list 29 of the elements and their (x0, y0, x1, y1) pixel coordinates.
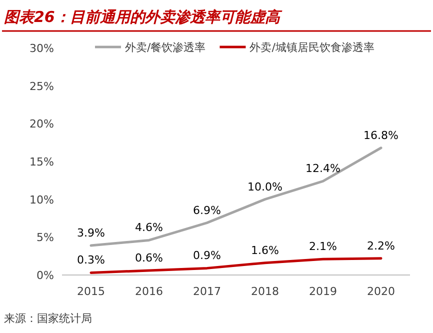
title: 图表26：目前通用的外卖渗透率可能虚高 (4, 8, 280, 26)
data-label: 0.9% (193, 249, 221, 262)
data-label: 0.6% (135, 251, 163, 264)
data-label: 2.2% (367, 239, 395, 252)
y-tick-label: 15% (30, 156, 54, 168)
data-label: 3.9% (77, 226, 105, 240)
y-tick-label: 30% (30, 42, 54, 55)
y-tick-label: 10% (30, 193, 54, 206)
y-tick-label: 25% (30, 80, 54, 93)
data-label: 10.0% (248, 180, 282, 194)
data-label: 12.4% (306, 162, 340, 176)
data-label: 0.3% (77, 254, 105, 267)
x-tick-label: 2015 (77, 285, 105, 298)
data-label: 1.6% (251, 244, 279, 257)
y-tick-label: 20% (30, 118, 54, 131)
y-tick-label: 0% (36, 269, 54, 282)
x-tick-label: 2017 (193, 285, 221, 298)
data-label: 16.8% (364, 128, 398, 142)
data-label: 2.1% (309, 240, 337, 254)
legend-label: 外卖/城镇居民饮食渗透率 (250, 41, 374, 54)
x-tick-label: 2018 (251, 285, 279, 298)
source-note: 来源：国家统计局 (4, 312, 92, 325)
data-label: 4.6% (135, 221, 163, 234)
x-tick-label: 2020 (367, 285, 395, 298)
x-tick-label: 2019 (309, 285, 337, 298)
legend-label: 外卖/餐饮渗透率 (125, 41, 206, 54)
x-tick-label: 2016 (135, 285, 163, 298)
data-label: 6.9% (193, 204, 221, 217)
y-tick-label: 5% (36, 231, 54, 244)
